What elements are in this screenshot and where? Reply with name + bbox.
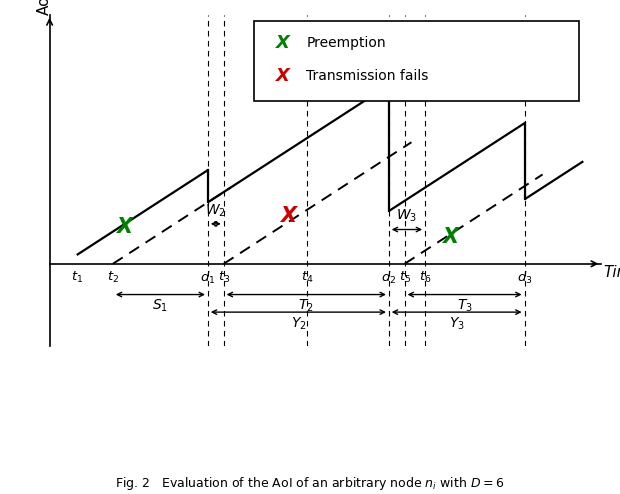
Text: X: X <box>116 217 132 238</box>
Text: $t_1$: $t_1$ <box>71 270 83 286</box>
Text: $d_3$: $d_3$ <box>516 270 533 287</box>
Text: Transmission fails: Transmission fails <box>306 69 428 83</box>
Text: X: X <box>276 34 290 52</box>
Text: $t_5$: $t_5$ <box>399 270 410 286</box>
Text: $d_2$: $d_2$ <box>381 270 396 287</box>
Text: $S_1$: $S_1$ <box>153 298 169 315</box>
Text: $t_2$: $t_2$ <box>107 270 119 286</box>
Text: $Y_3$: $Y_3$ <box>449 316 464 332</box>
Text: $T_3$: $T_3$ <box>457 298 472 315</box>
Text: X: X <box>276 67 290 85</box>
FancyBboxPatch shape <box>254 21 579 101</box>
Text: X: X <box>442 227 458 247</box>
Text: Fig. 2   Evaluation of the AoI of an arbitrary node $n_i$ with $D = 6$: Fig. 2 Evaluation of the AoI of an arbit… <box>115 475 505 492</box>
Text: $W_3$: $W_3$ <box>396 208 417 224</box>
Text: Preemption: Preemption <box>306 36 386 50</box>
Text: $d_1$: $d_1$ <box>200 270 216 287</box>
Text: AoI: AoI <box>37 0 51 15</box>
Text: $W_2$: $W_2$ <box>205 202 226 218</box>
Text: Time: Time <box>604 265 620 280</box>
Text: $Y_2$: $Y_2$ <box>291 316 306 332</box>
Text: $t_3$: $t_3$ <box>218 270 230 286</box>
Text: $T_2$: $T_2$ <box>298 298 314 315</box>
Text: X: X <box>280 206 296 226</box>
Text: $t_6$: $t_6$ <box>418 270 432 286</box>
Text: $t_4$: $t_4$ <box>301 270 314 286</box>
